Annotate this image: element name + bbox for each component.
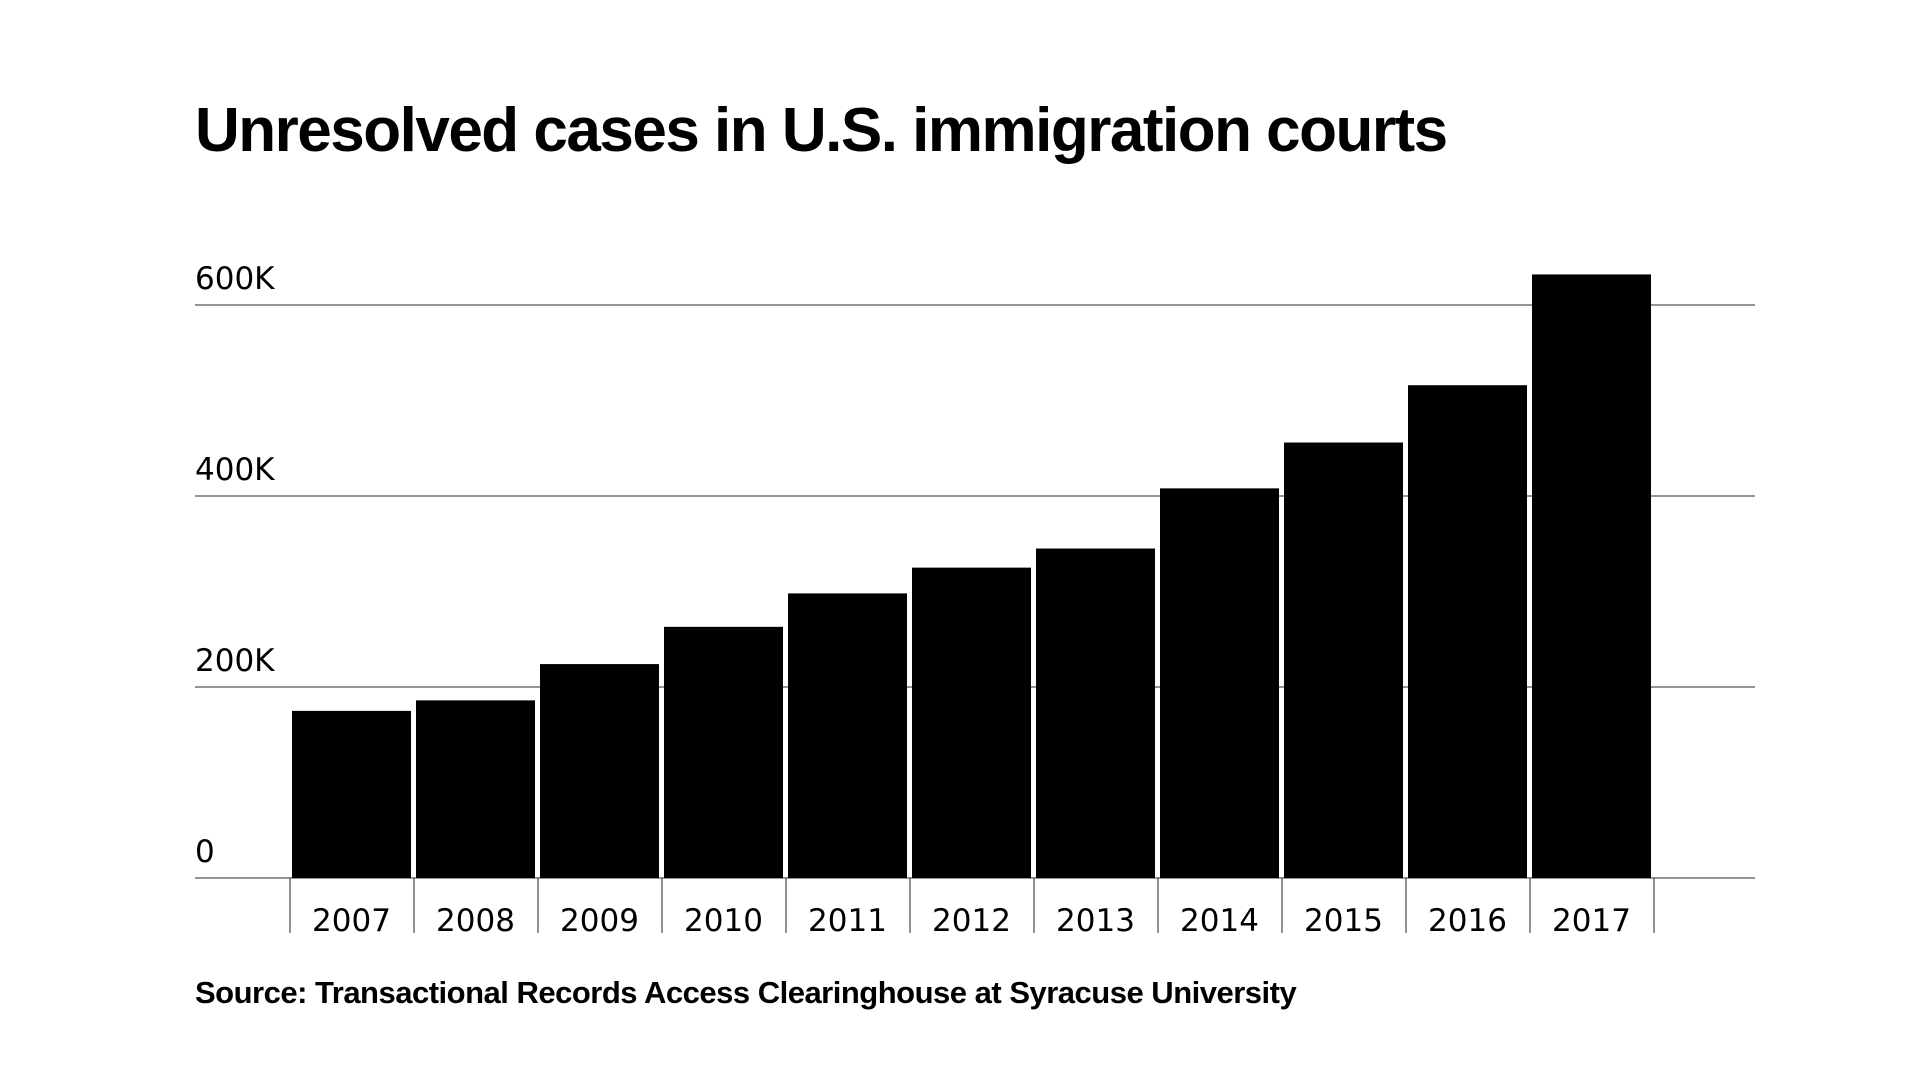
y-tick-label-0: 0 (195, 834, 215, 870)
bar-2013 (1036, 548, 1155, 878)
bar-2007 (292, 710, 411, 878)
x-tick-label-2012: 2012 (932, 903, 1011, 939)
bar-2016 (1408, 385, 1527, 878)
bar-2008 (416, 700, 535, 878)
x-tick-label-2008: 2008 (436, 903, 515, 939)
y-tick-label-1: 200K (195, 643, 275, 679)
x-tick-label-2014: 2014 (1180, 903, 1259, 939)
bar-2015 (1284, 442, 1403, 878)
chart-title: Unresolved cases in U.S. immigration cou… (195, 96, 1448, 165)
x-tick-label-2009: 2009 (560, 903, 639, 939)
x-tick-label-2013: 2013 (1056, 903, 1135, 939)
bar-2014 (1160, 488, 1279, 878)
x-tick-label-2016: 2016 (1428, 903, 1507, 939)
axis-labels: 0 200K 400K 600K 2007 2008 2009 2010 2011 2012 201… (195, 261, 1631, 939)
x-axis-ticks (289, 878, 1655, 933)
bars (292, 274, 1651, 878)
bar-2009 (540, 664, 659, 878)
y-tick-label-3: 600K (195, 261, 275, 297)
x-tick-label-2011: 2011 (808, 903, 887, 939)
chart-source: Source: Transactional Records Access Cle… (195, 975, 1297, 1010)
bar-2010 (664, 626, 783, 878)
x-tick-label-2017: 2017 (1552, 903, 1631, 939)
y-tick-label-2: 400K (195, 452, 275, 488)
x-tick-label-2010: 2010 (684, 903, 763, 939)
bar-2017 (1532, 274, 1651, 878)
bar-2011 (788, 593, 907, 878)
bar-2012 (912, 567, 1031, 878)
x-tick-label-2015: 2015 (1304, 903, 1383, 939)
x-tick-label-2007: 2007 (312, 903, 391, 939)
